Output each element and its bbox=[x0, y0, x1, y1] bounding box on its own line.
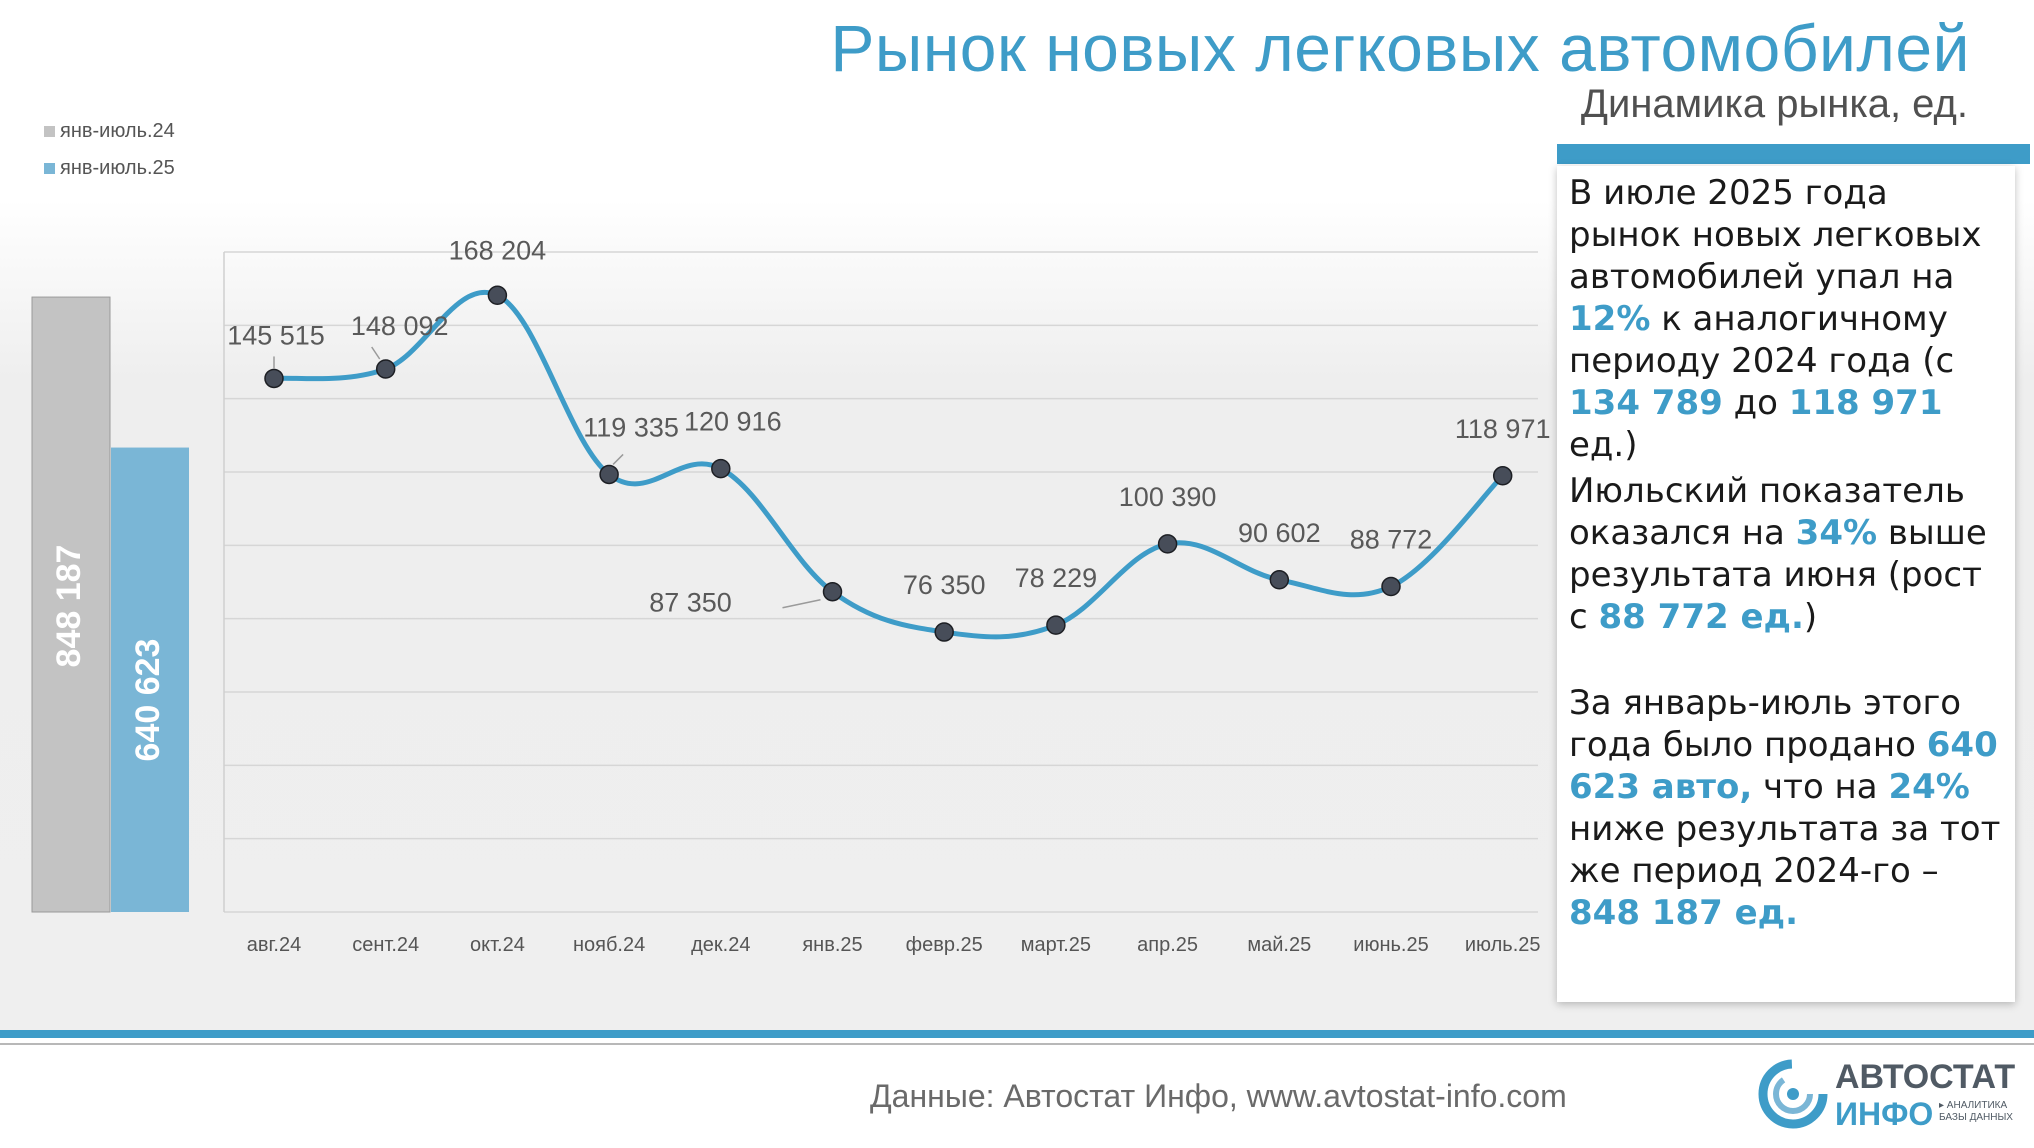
p2-highlight-percent: 34% bbox=[1795, 513, 1878, 553]
commentary-paragraph-3: За январь-июль этого года было продано 6… bbox=[1569, 682, 2009, 934]
page-subtitle: Динамика рынка, ед. bbox=[1580, 82, 1968, 126]
p1-highlight-to: 118 971 bbox=[1788, 383, 1943, 423]
x-tick-label: май.25 bbox=[1247, 934, 1311, 956]
x-tick-label: авг.24 bbox=[247, 934, 301, 956]
logo-text-bottom: ИНФО bbox=[1835, 1096, 1934, 1132]
p1-highlight-from: 134 789 bbox=[1569, 383, 1723, 423]
data-label: 168 204 bbox=[449, 235, 547, 265]
x-tick-label: янв.25 bbox=[802, 934, 862, 956]
p3-text-2: что на bbox=[1752, 767, 1889, 807]
data-point bbox=[487, 285, 508, 306]
legend-label-2025: янв-июль.25 bbox=[60, 157, 175, 179]
data-point bbox=[264, 368, 284, 389]
legend-swatch-2024 bbox=[44, 126, 55, 137]
x-tick-label: сент.24 bbox=[352, 934, 419, 956]
data-point bbox=[1157, 534, 1178, 554]
bar-label-1: 640 623 bbox=[129, 639, 167, 762]
data-label: 119 335 bbox=[583, 412, 679, 442]
data-label: 148 092 bbox=[351, 311, 449, 341]
data-label: 88 772 bbox=[1350, 525, 1433, 555]
bar-0 bbox=[31, 296, 111, 913]
footer-divider bbox=[0, 1043, 2034, 1045]
bar-label-0: 848 187 bbox=[50, 545, 88, 668]
p2-text-2: выше результата июня (рост с bbox=[1569, 513, 1987, 637]
p1-text-2: к аналогичному периоду 2024 года (с bbox=[1569, 299, 1955, 381]
x-tick-label: нояб.24 bbox=[573, 934, 645, 956]
data-label: 78 229 bbox=[1015, 563, 1098, 593]
bar-1 bbox=[111, 447, 189, 912]
x-tick-label: апр.25 bbox=[1137, 934, 1198, 956]
data-label: 87 350 bbox=[649, 588, 732, 618]
source-note: Данные: Автостат Инфо, www.avtostat-info… bbox=[870, 1078, 1567, 1114]
x-tick-label: дек.24 bbox=[691, 934, 750, 956]
p3-highlight-sold: 640 623 авто, bbox=[1569, 725, 1998, 807]
data-label: 90 602 bbox=[1238, 518, 1321, 548]
data-label-leader bbox=[612, 453, 624, 465]
data-point bbox=[822, 581, 843, 602]
data-point bbox=[1046, 615, 1066, 635]
data-point bbox=[1492, 466, 1513, 486]
x-tick-label: июль.25 bbox=[1465, 934, 1541, 956]
p1-text-1: В июле 2025 года рынок новых легковых ав… bbox=[1569, 173, 1982, 297]
commentary-paragraph-1: В июле 2025 года рынок новых легковых ав… bbox=[1569, 172, 2009, 466]
p3-text-1: За январь-июль этого года было продано bbox=[1569, 683, 1962, 765]
p2-text-3: ) bbox=[1803, 597, 1818, 637]
x-tick-label: июнь.25 bbox=[1353, 934, 1428, 956]
panel-accent-bar bbox=[1557, 144, 2030, 164]
p3-highlight-percent: 24% bbox=[1888, 767, 1970, 807]
p3-text-3: ниже результата за тот же период 2024-го… bbox=[1569, 809, 2001, 891]
chart-canvas: 848 187 640 623 авг.24 сент.24 окт.24 нояб.24… bbox=[31, 235, 1551, 956]
data-label-leader bbox=[371, 346, 381, 360]
p2-text-1: Июльский показатель оказался на bbox=[1569, 471, 1965, 553]
data-point bbox=[934, 622, 954, 642]
legend-item-2024: янв-июль.24 bbox=[44, 120, 175, 143]
p2-highlight-value: 88 772 ед. bbox=[1598, 597, 1804, 637]
commentary-paragraph-2: Июльский показатель оказался на 34% выше… bbox=[1569, 470, 2009, 638]
logo-text-top: АВТОСТАТ bbox=[1835, 1058, 2016, 1096]
series-line bbox=[271, 290, 1506, 640]
data-point bbox=[599, 464, 619, 485]
legend-swatch-2025 bbox=[44, 163, 55, 174]
data-point bbox=[1269, 570, 1290, 590]
avtostat-logo: АВТОСТАТ ИНФО ▸ АНАЛИТИКА БАЗЫ ДАННЫХ bbox=[1755, 1056, 2025, 1136]
legend-item-2025: янв-июль.25 bbox=[44, 157, 175, 180]
footer-accent-bar bbox=[0, 1030, 2034, 1038]
logo-tagline: ▸ АНАЛИТИКА БАЗЫ ДАННЫХ bbox=[1939, 1100, 2013, 1123]
p1-highlight-percent: 12% bbox=[1569, 299, 1651, 339]
x-tick-label: март.25 bbox=[1021, 934, 1091, 956]
data-label: 145 515 bbox=[227, 320, 325, 350]
data-label: 76 350 bbox=[903, 570, 986, 600]
data-point bbox=[375, 359, 396, 379]
data-label: 118 971 bbox=[1455, 414, 1551, 444]
p1-text-4: ед.) bbox=[1569, 425, 1638, 465]
x-tick-label: февр.25 bbox=[906, 934, 983, 956]
data-label-leader bbox=[782, 598, 821, 609]
data-label: 100 390 bbox=[1119, 482, 1217, 512]
p1-text-3: до bbox=[1722, 383, 1789, 423]
page-title: Рынок новых легковых автомобилей bbox=[830, 11, 1970, 85]
data-point bbox=[1381, 576, 1401, 597]
commentary-panel: В июле 2025 года рынок новых легковых ав… bbox=[1557, 166, 2015, 1002]
data-point bbox=[711, 458, 731, 479]
legend-label-2024: янв-июль.24 bbox=[60, 120, 175, 142]
x-tick-label: окт.24 bbox=[470, 934, 525, 956]
p3-highlight-prev: 848 187 ед. bbox=[1569, 893, 1799, 933]
logo-swirl-icon bbox=[1758, 1059, 1828, 1129]
data-label: 120 916 bbox=[684, 407, 782, 437]
